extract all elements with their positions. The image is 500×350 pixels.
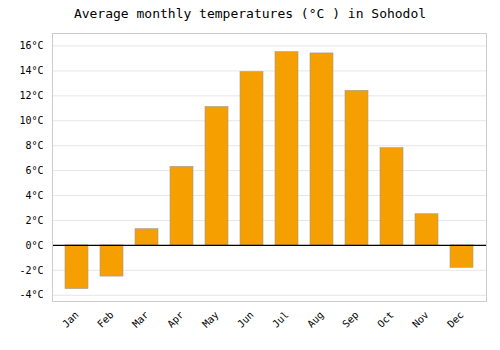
svg-text:-4°C: -4°C bbox=[19, 289, 43, 300]
svg-text:May: May bbox=[200, 309, 221, 330]
svg-text:8°C: 8°C bbox=[25, 140, 43, 151]
svg-text:Dec: Dec bbox=[445, 309, 466, 330]
svg-text:14°C: 14°C bbox=[19, 65, 43, 76]
svg-text:12°C: 12°C bbox=[19, 90, 43, 101]
svg-text:16°C: 16°C bbox=[19, 40, 43, 51]
svg-text:Apr: Apr bbox=[165, 309, 186, 330]
svg-text:Oct: Oct bbox=[375, 309, 396, 330]
svg-text:Jun: Jun bbox=[235, 309, 256, 330]
svg-text:-2°C: -2°C bbox=[19, 265, 43, 276]
svg-text:Mar: Mar bbox=[130, 309, 151, 330]
svg-text:10°C: 10°C bbox=[19, 115, 43, 126]
svg-text:6°C: 6°C bbox=[25, 165, 43, 176]
svg-text:4°C: 4°C bbox=[25, 190, 43, 201]
svg-text:2°C: 2°C bbox=[25, 215, 43, 226]
svg-text:0°C: 0°C bbox=[25, 240, 43, 251]
svg-text:Feb: Feb bbox=[95, 309, 116, 330]
svg-text:Sep: Sep bbox=[340, 309, 361, 330]
html-text:Average monthly temperatures (: Average monthly temperatures (°C ) in So… bbox=[73, 6, 427, 21]
svg-text:Aug: Aug bbox=[305, 309, 326, 330]
svg-text:Jan: Jan bbox=[60, 309, 81, 330]
svg-text:Nov: Nov bbox=[410, 309, 431, 330]
svg-text:Jul: Jul bbox=[270, 309, 291, 330]
